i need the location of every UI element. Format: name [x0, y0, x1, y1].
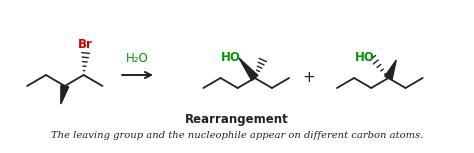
- Polygon shape: [61, 85, 69, 104]
- Text: HO: HO: [221, 51, 241, 64]
- Text: +: +: [303, 69, 316, 84]
- Polygon shape: [385, 60, 396, 80]
- Text: HO: HO: [355, 51, 374, 64]
- Text: The leaving group and the nucleophile appear on different carbon atoms.: The leaving group and the nucleophile ap…: [51, 131, 423, 140]
- Polygon shape: [239, 58, 258, 80]
- Text: Br: Br: [78, 37, 93, 50]
- Text: Rearrangement: Rearrangement: [185, 112, 289, 125]
- Text: H₂O: H₂O: [126, 52, 149, 65]
